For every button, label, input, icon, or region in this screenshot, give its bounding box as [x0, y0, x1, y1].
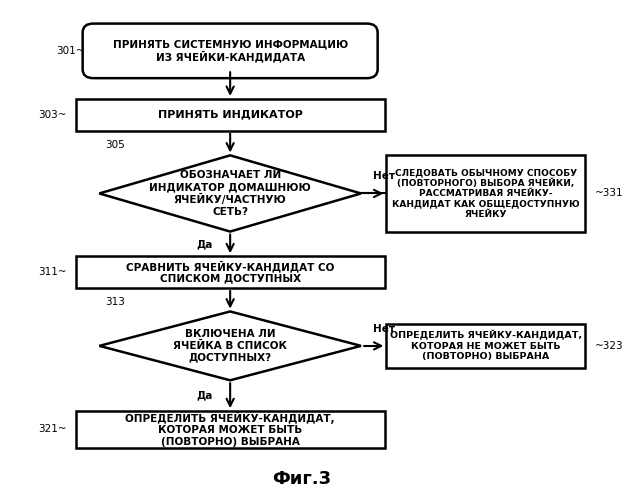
Text: ПРИНЯТЬ ИНДИКАТОР: ПРИНЯТЬ ИНДИКАТОР [158, 110, 303, 120]
Text: ОПРЕДЕЛИТЬ ЯЧЕЙКУ-КАНДИДАТ,
КОТОРАЯ МОЖЕТ БЫТЬ
(ПОВТОРНО) ВЫБРАНА: ОПРЕДЕЛИТЬ ЯЧЕЙКУ-КАНДИДАТ, КОТОРАЯ МОЖЕ… [126, 412, 335, 447]
Text: Нет: Нет [373, 171, 395, 181]
Text: 321~: 321~ [38, 424, 67, 434]
Text: ПРИНЯТЬ СИСТЕМНУЮ ИНФОРМАЦИЮ
ИЗ ЯЧЕЙКИ-КАНДИДАТА: ПРИНЯТЬ СИСТЕМНУЮ ИНФОРМАЦИЮ ИЗ ЯЧЕЙКИ-К… [112, 39, 348, 62]
Text: 303~: 303~ [38, 110, 67, 120]
Text: Фиг.3: Фиг.3 [272, 470, 331, 488]
Text: Да: Да [196, 239, 212, 249]
Bar [75, 411, 385, 448]
Text: 311~: 311~ [38, 267, 67, 277]
Text: Да: Да [196, 390, 212, 400]
Bar [386, 156, 585, 232]
Bar [75, 256, 385, 288]
Text: ОПРЕДЕЛИТЬ ЯЧЕЙКУ-КАНДИДАТ,
КОТОРАЯ НЕ МОЖЕТ БЫТЬ
(ПОВТОРНО) ВЫБРАНА: ОПРЕДЕЛИТЬ ЯЧЕЙКУ-КАНДИДАТ, КОТОРАЯ НЕ М… [390, 330, 582, 362]
Text: ВКЛЮЧЕНА ЛИ
ЯЧЕЙКА В СПИСОК
ДОСТУПНЫХ?: ВКЛЮЧЕНА ЛИ ЯЧЕЙКА В СПИСОК ДОСТУПНЫХ? [173, 329, 287, 362]
Text: ~323: ~323 [594, 341, 623, 351]
Bar [386, 324, 585, 368]
Polygon shape [99, 312, 361, 380]
Text: ОБОЗНАЧАЕТ ЛИ
ИНДИКАТОР ДОМАШНЮЮ
ЯЧЕЙКУ/ЧАСТНУЮ
СЕТЬ?: ОБОЗНАЧАЕТ ЛИ ИНДИКАТОР ДОМАШНЮЮ ЯЧЕЙКУ/… [149, 170, 311, 216]
Text: СЛЕДОВАТЬ ОБЫЧНОМУ СПОСОБУ
(ПОВТОРНОГО) ВЫБОРА ЯЧЕЙКИ,
РАССМАТРИВАЯ ЯЧЕЙКУ-
КАНД: СЛЕДОВАТЬ ОБЫЧНОМУ СПОСОБУ (ПОВТОРНОГО) … [392, 168, 580, 219]
Text: ~331: ~331 [594, 188, 623, 198]
Text: СРАВНИТЬ ЯЧЕЙКУ-КАНДИДАТ СО
СПИСКОМ ДОСТУПНЫХ: СРАВНИТЬ ЯЧЕЙКУ-КАНДИДАТ СО СПИСКОМ ДОСТ… [126, 260, 334, 284]
Polygon shape [99, 156, 361, 232]
Text: Нет: Нет [373, 324, 395, 334]
Bar [75, 99, 385, 131]
Text: 301~: 301~ [56, 46, 84, 56]
Text: 305: 305 [106, 140, 125, 150]
Text: 313: 313 [106, 296, 125, 306]
FancyBboxPatch shape [83, 24, 377, 78]
